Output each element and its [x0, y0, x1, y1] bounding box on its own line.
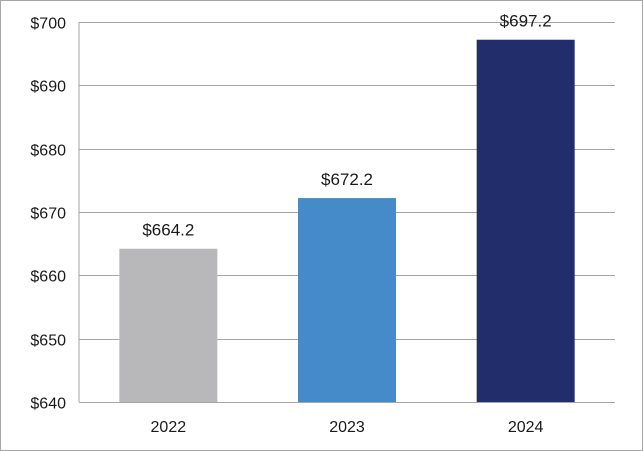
bar-2023 [298, 198, 396, 402]
x-tick-label: 2023 [329, 419, 365, 436]
x-axis-ticks: 2022 2023 2024 [151, 419, 544, 436]
data-label-2024: $697.2 [500, 12, 552, 31]
y-tick-label: $700 [30, 16, 66, 33]
x-tick-label: 2022 [151, 419, 187, 436]
y-tick-label: $640 [30, 396, 66, 413]
bar-2024 [476, 39, 575, 402]
data-label-2022: $664.2 [142, 221, 194, 240]
bar-2022 [119, 248, 218, 402]
bars [119, 39, 575, 402]
y-tick-label: $670 [30, 206, 66, 223]
data-labels: $664.2 $672.2 $697.2 [142, 12, 551, 240]
y-tick-label: $650 [30, 333, 66, 350]
y-tick-label: $660 [30, 269, 66, 286]
y-tick-label: $680 [30, 143, 66, 160]
y-axis-ticks: $640 $650 $660 $670 $680 $690 $700 [30, 16, 66, 413]
data-label-2023: $672.2 [321, 170, 373, 189]
x-tick-label: 2024 [508, 419, 544, 436]
y-tick-label: $690 [30, 79, 66, 96]
